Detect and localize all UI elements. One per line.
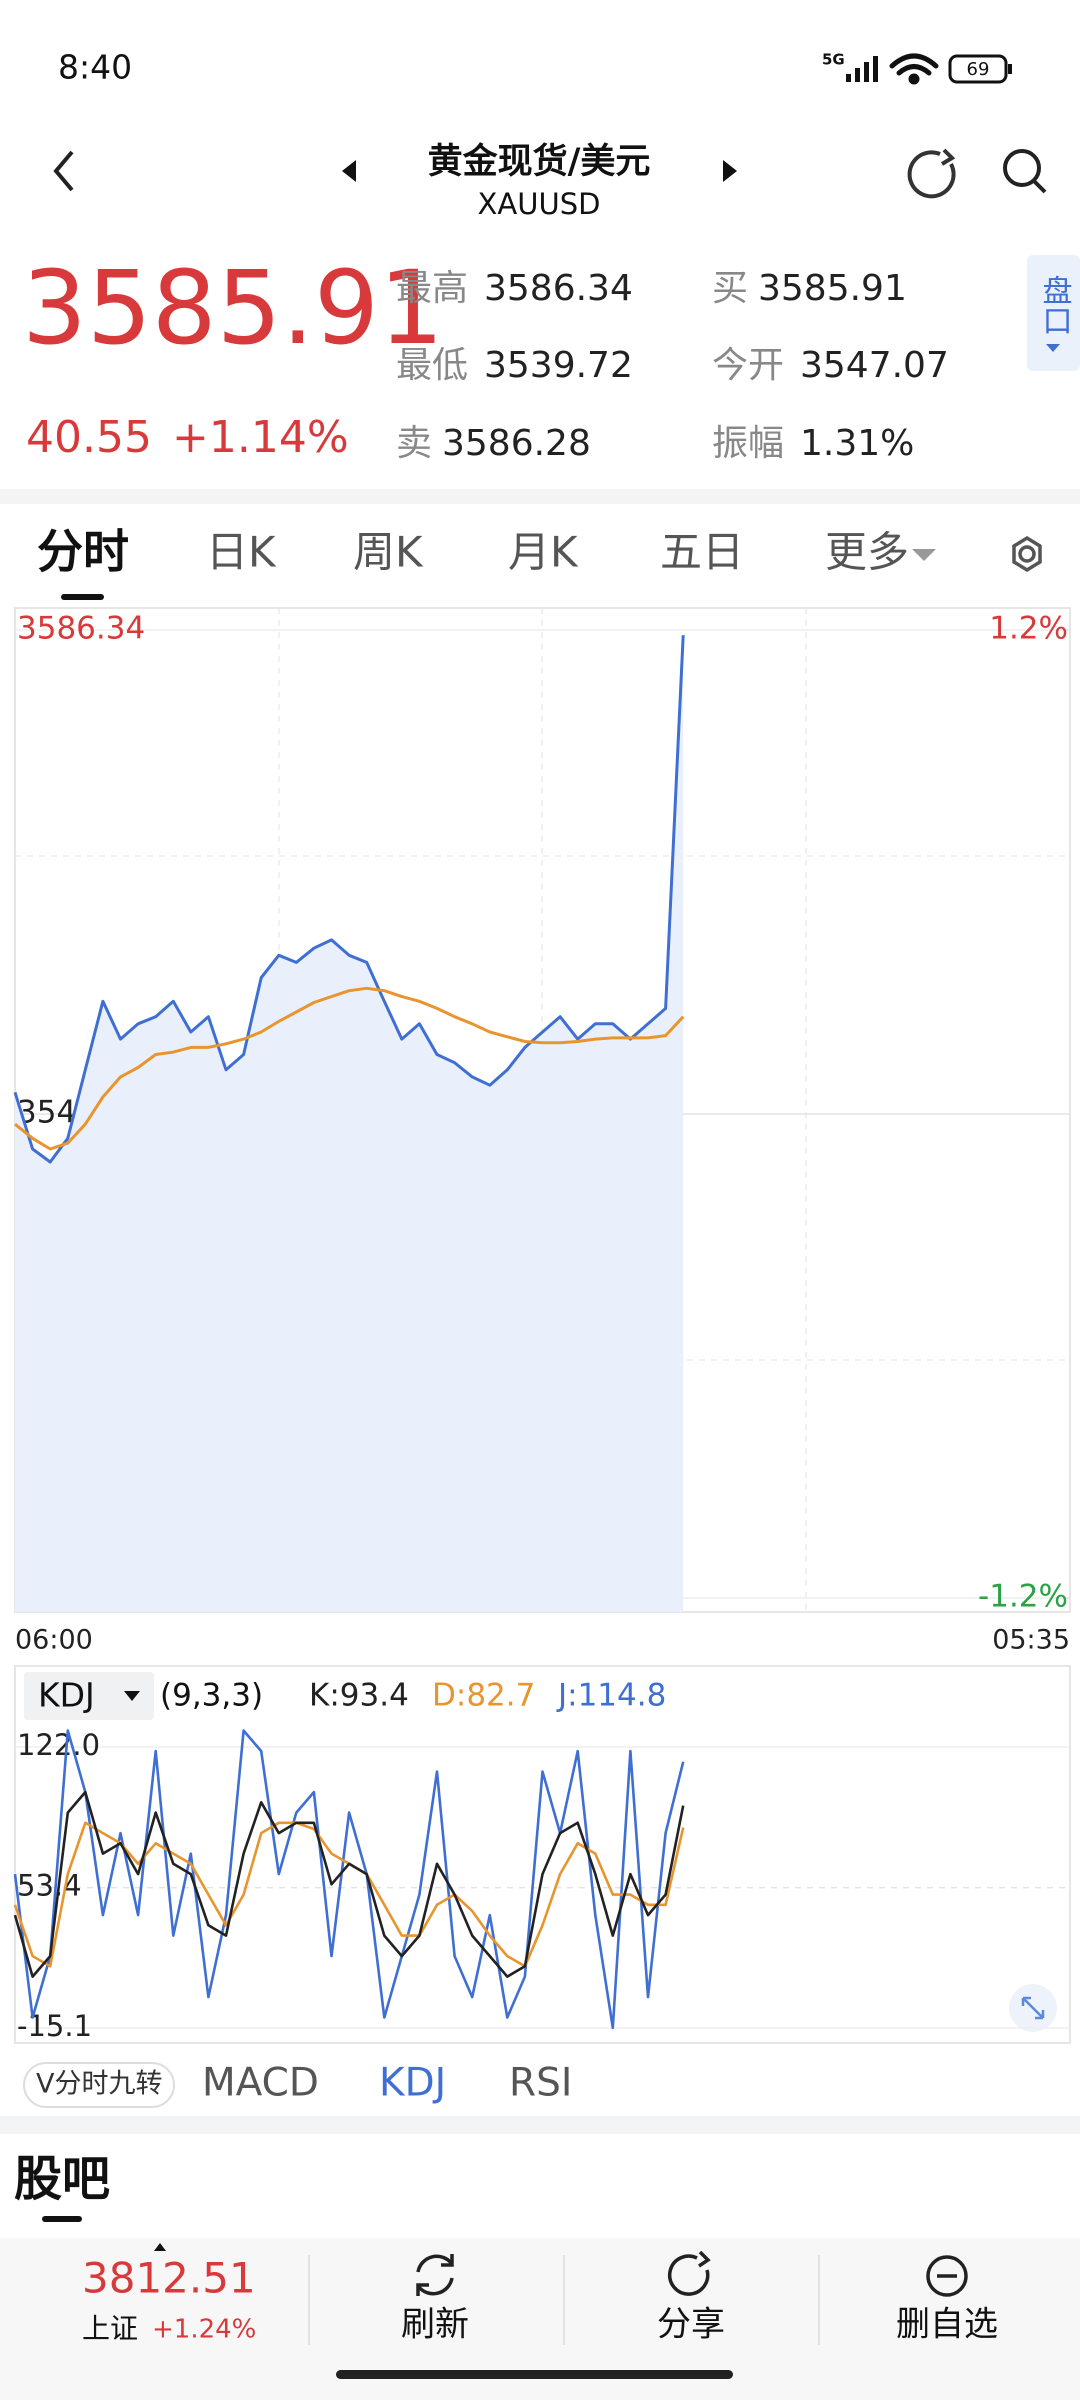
signal-icon bbox=[846, 56, 878, 82]
remove-icon bbox=[926, 2255, 968, 2297]
stat-label: 最低 bbox=[396, 345, 468, 386]
search-button[interactable] bbox=[1003, 149, 1047, 194]
home-indicator bbox=[336, 2370, 733, 2379]
side-tab[interactable] bbox=[1027, 255, 1080, 371]
tab[interactable]: 更多 bbox=[825, 528, 909, 577]
bottom-button[interactable]: 分享 bbox=[657, 2305, 725, 2345]
indicator-caret bbox=[124, 1691, 140, 1701]
series-line bbox=[13, 635, 685, 1164]
bottom-button[interactable]: 刷新 bbox=[401, 2305, 469, 2345]
prev-button[interactable] bbox=[342, 160, 356, 182]
y2-tick-label: 1.2% bbox=[989, 611, 1068, 647]
indicator-tab[interactable]: MACD bbox=[202, 2061, 319, 2106]
legend-entry: K:93.4 bbox=[309, 1678, 409, 1714]
tab[interactable]: 周K bbox=[353, 528, 424, 577]
status-time: 8:40 bbox=[58, 48, 132, 87]
header-subtitle: XAUUSD bbox=[478, 187, 601, 221]
indicator-tab[interactable]: KDJ bbox=[379, 2061, 446, 2106]
side-tab-caret bbox=[1046, 344, 1060, 352]
tab-caret bbox=[912, 549, 936, 561]
stat-label: 卖 bbox=[396, 423, 432, 464]
index-change: +1.24% bbox=[152, 2315, 256, 2345]
y-tick-label: 3586.34 bbox=[17, 611, 145, 647]
index-name: 上证 bbox=[82, 2312, 138, 2345]
back-button[interactable] bbox=[53, 150, 74, 192]
share-icon bbox=[667, 2250, 711, 2296]
indicator-tab[interactable]: RSI bbox=[509, 2061, 572, 2106]
stat-value: 3586.28 bbox=[442, 423, 591, 464]
stat-label: 今开 bbox=[712, 345, 784, 386]
battery-level: 69 bbox=[967, 59, 990, 80]
kdj-frame bbox=[14, 1665, 1071, 2044]
price-change: 40.55 bbox=[26, 412, 152, 463]
stat-value: 3547.07 bbox=[800, 345, 949, 386]
wifi-icon bbox=[889, 53, 939, 85]
legend-entry: J:114.8 bbox=[556, 1678, 666, 1714]
status-network: 5G bbox=[822, 51, 845, 69]
next-button[interactable] bbox=[723, 160, 737, 182]
index-caret bbox=[154, 2243, 166, 2251]
settings-button[interactable] bbox=[1012, 535, 1042, 573]
battery-icon bbox=[948, 54, 1008, 84]
price-area bbox=[15, 635, 684, 1612]
x-tick-label: 05:35 bbox=[992, 1625, 1070, 1656]
series-line bbox=[13, 1729, 685, 2030]
indicator-pill[interactable] bbox=[23, 2062, 175, 2108]
separator bbox=[0, 489, 1080, 504]
refresh-icon bbox=[416, 2254, 454, 2296]
index-value[interactable]: 3812.51 bbox=[82, 2254, 256, 2303]
stat-label: 最高 bbox=[396, 268, 468, 309]
tab[interactable]: 分时 bbox=[37, 525, 129, 579]
last-price: 3585.91 bbox=[22, 249, 444, 368]
bottom-button[interactable]: 删自选 bbox=[896, 2305, 998, 2345]
series-line bbox=[14, 986, 685, 1151]
series-line bbox=[13, 1790, 685, 1978]
y2-tick-label: -1.2% bbox=[978, 1579, 1068, 1615]
stat-label: 振幅 bbox=[712, 423, 784, 464]
indicator-params: (9,3,3) bbox=[160, 1678, 263, 1714]
tab-underline bbox=[61, 594, 104, 600]
side-tab-label: 盘口 bbox=[1037, 275, 1072, 335]
tab[interactable]: 日K bbox=[206, 528, 277, 577]
section-underline bbox=[42, 2216, 82, 2222]
price-change-percent: +1.14% bbox=[172, 412, 349, 463]
stat-value: 3539.72 bbox=[484, 345, 633, 386]
indicator-name: KDJ bbox=[38, 1676, 95, 1715]
indicator-tab[interactable]: V分时九转 bbox=[36, 2069, 162, 2100]
stat-label: 买 bbox=[712, 268, 748, 309]
tab[interactable]: 月K bbox=[508, 528, 579, 577]
header-title: 黄金现货/美元 bbox=[428, 141, 651, 182]
series-line bbox=[13, 1821, 685, 1968]
price-chart-dividers bbox=[15, 608, 1070, 1612]
legend-entry: D:82.7 bbox=[432, 1678, 535, 1714]
separator bbox=[0, 2116, 1080, 2134]
bottom-dividers bbox=[308, 2255, 820, 2345]
battery-tip bbox=[1008, 64, 1012, 74]
y-tick-label: 122.0 bbox=[17, 1728, 100, 1762]
refresh-button[interactable] bbox=[907, 148, 956, 199]
section-title: 股吧 bbox=[14, 2151, 110, 2207]
expand-button[interactable] bbox=[1009, 1984, 1057, 2032]
stat-value: 3585.91 bbox=[758, 268, 907, 309]
tab[interactable]: 五日 bbox=[660, 528, 744, 577]
stat-value: 1.31% bbox=[800, 423, 914, 464]
x-tick-label: 06:00 bbox=[15, 1625, 93, 1656]
indicator-selector[interactable] bbox=[24, 1672, 154, 1720]
y-tick-label: -15.1 bbox=[17, 2009, 92, 2043]
y-tick-label: 53.4 bbox=[17, 1869, 82, 1903]
stat-value: 3586.34 bbox=[484, 268, 633, 309]
